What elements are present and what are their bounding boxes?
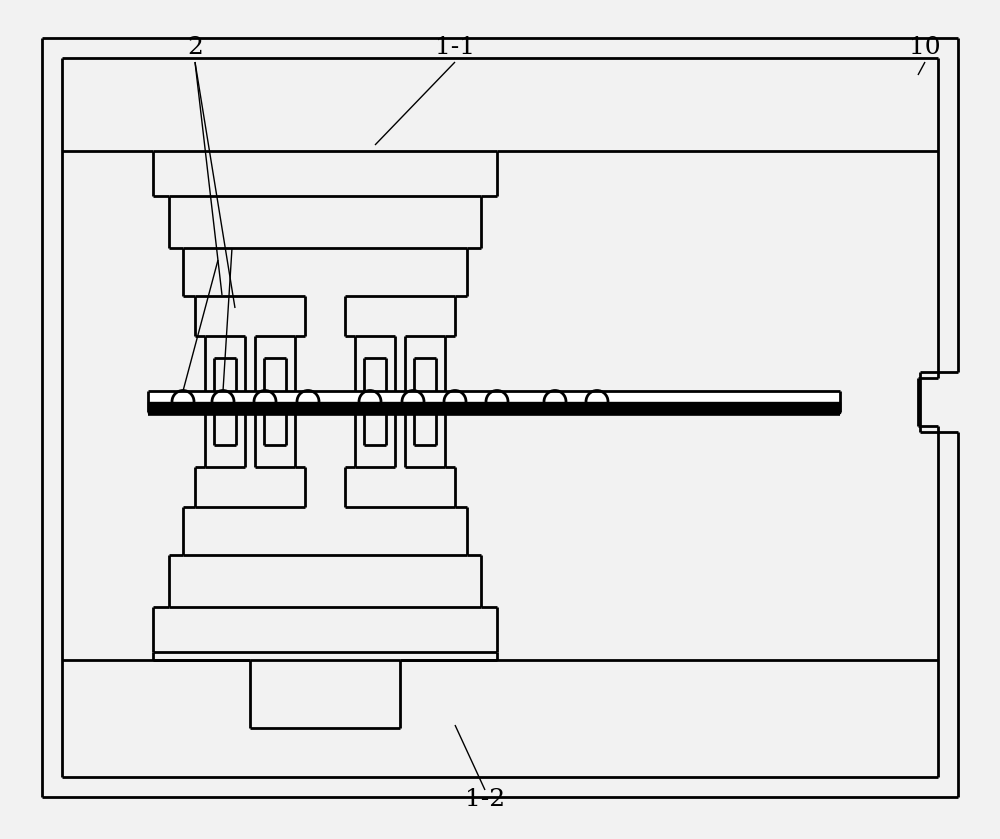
Text: 1-1: 1-1 [435, 37, 475, 60]
Text: 2: 2 [187, 37, 203, 60]
Text: 1-2: 1-2 [465, 789, 505, 811]
Text: 10: 10 [909, 37, 941, 60]
